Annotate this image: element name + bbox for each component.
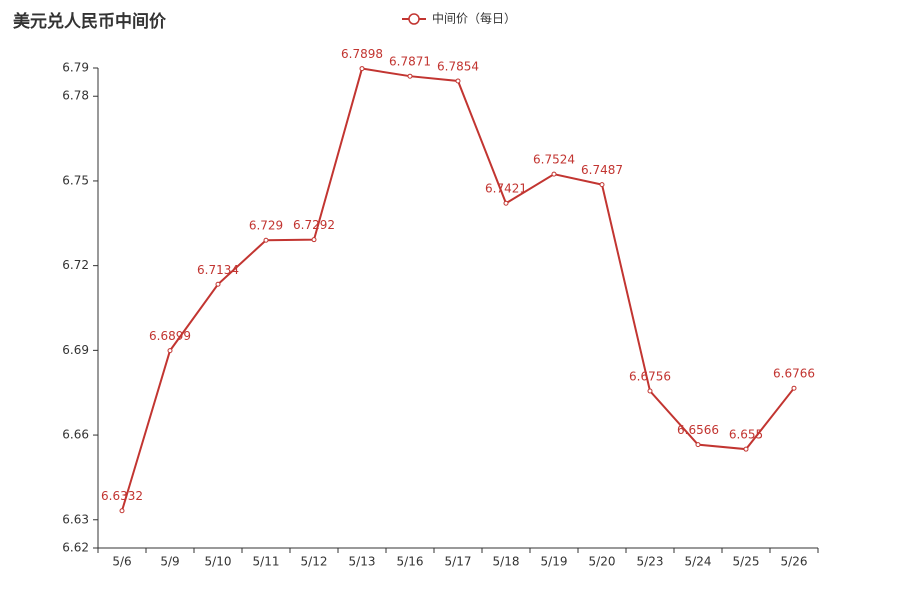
data-label: 6.7487 [581, 163, 623, 177]
data-label: 6.7421 [485, 182, 527, 196]
data-point [743, 446, 749, 452]
y-tick-label: 6.72 [62, 258, 89, 272]
x-tick-label: 5/6 [112, 555, 131, 569]
y-tick-label: 6.62 [62, 541, 89, 555]
legend-icon [408, 13, 420, 25]
x-tick-label: 5/25 [733, 555, 760, 569]
data-point [551, 171, 557, 177]
x-tick-label: 5/18 [493, 555, 520, 569]
data-point [311, 237, 317, 243]
x-tick-label: 5/13 [349, 555, 376, 569]
chart-title: 美元兑人民币中间价 [13, 11, 167, 32]
series-line [121, 67, 795, 512]
legend-label: 中间价（每日） [432, 11, 516, 26]
data-point [455, 78, 461, 84]
x-tick-label: 5/20 [589, 555, 616, 569]
x-tick-label: 5/16 [397, 555, 424, 569]
x-tick-label: 5/19 [541, 555, 568, 569]
x-tick-label: 5/17 [445, 555, 472, 569]
x-tick-label: 5/10 [205, 555, 232, 569]
data-label: 6.729 [249, 219, 283, 233]
x-tick-label: 5/12 [301, 555, 328, 569]
x-tick-label: 5/23 [637, 555, 664, 569]
data-point [599, 182, 605, 188]
data-point [215, 281, 221, 287]
data-label: 6.6566 [677, 423, 719, 437]
y-tick-label: 6.69 [62, 343, 89, 357]
y-tick-label: 6.66 [62, 428, 89, 442]
data-point [359, 66, 365, 72]
data-point [791, 385, 797, 391]
data-point [263, 237, 269, 243]
data-label: 6.6756 [629, 370, 671, 384]
data-point [695, 442, 701, 448]
data-label: 6.6899 [149, 329, 191, 343]
data-point [647, 388, 653, 394]
data-label: 6.7871 [389, 55, 431, 69]
data-label: 6.6766 [773, 367, 815, 381]
data-label: 6.7524 [533, 153, 575, 167]
x-tick-label: 5/9 [160, 555, 179, 569]
data-point [407, 73, 413, 79]
data-point [503, 200, 509, 206]
x-tick-label: 5/11 [253, 555, 280, 569]
data-label: 6.7898 [341, 47, 383, 61]
data-label: 6.7292 [293, 218, 335, 232]
data-point [119, 508, 125, 514]
data-label: 6.6332 [101, 489, 143, 503]
data-label: 6.655 [729, 428, 763, 442]
x-tick-label: 5/24 [685, 555, 712, 569]
data-point [167, 348, 173, 354]
data-label: 6.7134 [197, 263, 239, 277]
y-tick-label: 6.75 [62, 173, 89, 187]
y-tick-label: 6.63 [62, 512, 89, 526]
y-tick-label: 6.79 [62, 61, 89, 75]
x-tick-label: 5/26 [781, 555, 808, 569]
y-tick-label: 6.78 [62, 89, 89, 103]
data-label: 6.7854 [437, 59, 479, 73]
